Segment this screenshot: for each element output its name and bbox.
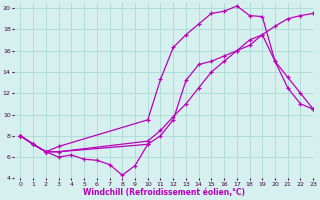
X-axis label: Windchill (Refroidissement éolien,°C): Windchill (Refroidissement éolien,°C) bbox=[83, 188, 245, 197]
